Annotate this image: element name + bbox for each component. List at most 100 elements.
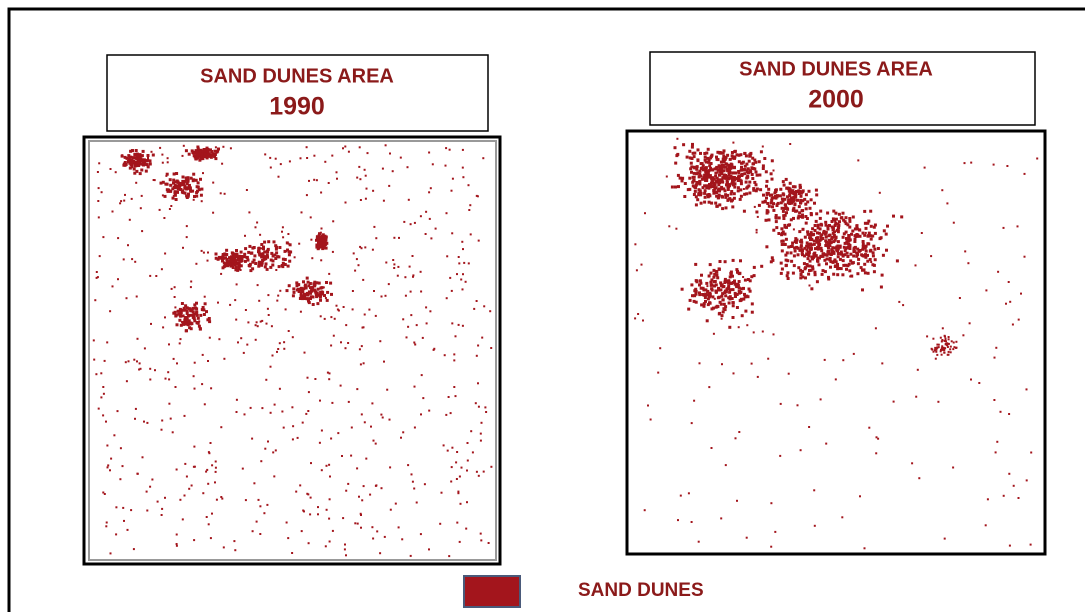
dune-pixel: [786, 208, 789, 211]
dune-pixel: [799, 186, 802, 189]
dune-pixel: [742, 276, 744, 278]
dune-pixel: [345, 347, 347, 349]
dune-pixel: [724, 174, 727, 177]
dune-pixel: [161, 420, 163, 422]
dune-pixel: [202, 172, 204, 174]
dune-pixel: [674, 162, 677, 165]
dune-pixel: [733, 281, 736, 284]
dune-pixel: [1008, 473, 1010, 475]
dune-pixel: [127, 529, 129, 531]
dune-pixel: [1018, 497, 1020, 499]
dune-pixel: [266, 255, 269, 258]
dune-pixel: [795, 190, 798, 193]
dune-pixel: [95, 373, 97, 375]
dune-pixel: [451, 466, 453, 468]
dune-pixel: [332, 251, 334, 253]
dune-pixel: [326, 465, 328, 467]
dune-pixel: [329, 476, 331, 478]
dune-pixel: [410, 291, 412, 293]
dune-pixel: [712, 192, 715, 195]
dune-pixel: [815, 220, 818, 223]
dune-pixel: [203, 148, 206, 151]
dune-pixel: [142, 159, 145, 162]
dune-pixel: [389, 466, 391, 468]
dune-pixel: [693, 300, 696, 303]
dune-pixel: [740, 180, 743, 183]
dune-pixel: [817, 242, 820, 245]
dune-pixel: [173, 173, 176, 176]
dune-pixel: [468, 184, 470, 186]
dune-pixel: [407, 464, 409, 466]
dune-pixel: [379, 340, 381, 342]
dune-pixel: [843, 246, 846, 249]
dune-pixel: [849, 253, 852, 256]
dune-pixel: [235, 249, 238, 252]
dune-pixel: [445, 165, 447, 167]
dune-pixel: [299, 484, 301, 486]
dune-pixel: [715, 271, 718, 274]
dune-pixel: [743, 172, 746, 175]
dune-pixel: [257, 325, 259, 327]
dune-pixel: [439, 523, 441, 525]
dune-pixel: [740, 195, 743, 198]
dune-pixel: [449, 277, 451, 279]
dune-pixel: [467, 460, 469, 462]
dune-pixel: [708, 164, 711, 167]
dune-pixel: [477, 382, 479, 384]
dune-pixel: [186, 306, 189, 309]
dune-pixel: [429, 218, 431, 220]
dune-pixel: [153, 179, 155, 181]
dune-pixel: [207, 260, 209, 262]
dune-pixel: [785, 178, 788, 181]
dune-pixel: [254, 262, 257, 265]
dune-pixel: [332, 530, 334, 532]
dune-pixel: [637, 313, 639, 315]
dune-pixel: [724, 260, 727, 263]
dune-pixel: [389, 153, 391, 155]
dune-pixel: [145, 170, 148, 173]
dune-pixel: [748, 288, 751, 291]
dune-pixel: [182, 322, 185, 325]
dune-pixel: [361, 247, 363, 249]
dune-pixel: [728, 280, 731, 283]
dune-pixel: [182, 518, 184, 520]
dune-pixel: [154, 369, 156, 371]
dune-pixel: [701, 162, 704, 165]
dune-pixel: [356, 177, 358, 179]
dune-pixel: [185, 329, 188, 332]
dune-pixel: [777, 232, 780, 235]
dune-pixel: [316, 302, 319, 305]
dune-pixel: [441, 492, 443, 494]
dune-pixel: [317, 506, 319, 508]
dune-pixel: [481, 422, 483, 424]
dune-pixel: [865, 250, 868, 253]
dune-pixel: [461, 467, 463, 469]
dune-pixel: [801, 214, 804, 217]
dune-pixel: [375, 315, 377, 317]
dune-pixel: [1003, 227, 1005, 229]
dune-pixel: [691, 146, 694, 149]
dune-pixel: [490, 347, 492, 349]
dune-pixel: [179, 313, 182, 316]
dune-pixel: [790, 251, 793, 254]
dune-pixel: [279, 388, 281, 390]
dune-pixel: [142, 150, 145, 153]
dune-pixel: [985, 289, 987, 291]
dune-pixel: [851, 230, 854, 233]
dune-pixel: [811, 227, 814, 230]
dune-pixel: [255, 339, 257, 341]
dune-pixel: [365, 458, 367, 460]
dune-pixel: [694, 263, 697, 266]
dune-pixel: [488, 542, 490, 544]
dune-pixel: [304, 352, 306, 354]
dune-pixel: [715, 186, 718, 189]
dune-pixel: [738, 287, 741, 290]
dune-pixel: [707, 148, 710, 151]
dune-pixel: [802, 228, 805, 231]
dune-pixel: [786, 187, 789, 190]
dune-pixel: [446, 297, 448, 299]
dune-pixel: [945, 340, 947, 342]
dune-pixel: [300, 157, 302, 159]
dune-pixel: [321, 430, 323, 432]
dune-pixel: [787, 198, 790, 201]
